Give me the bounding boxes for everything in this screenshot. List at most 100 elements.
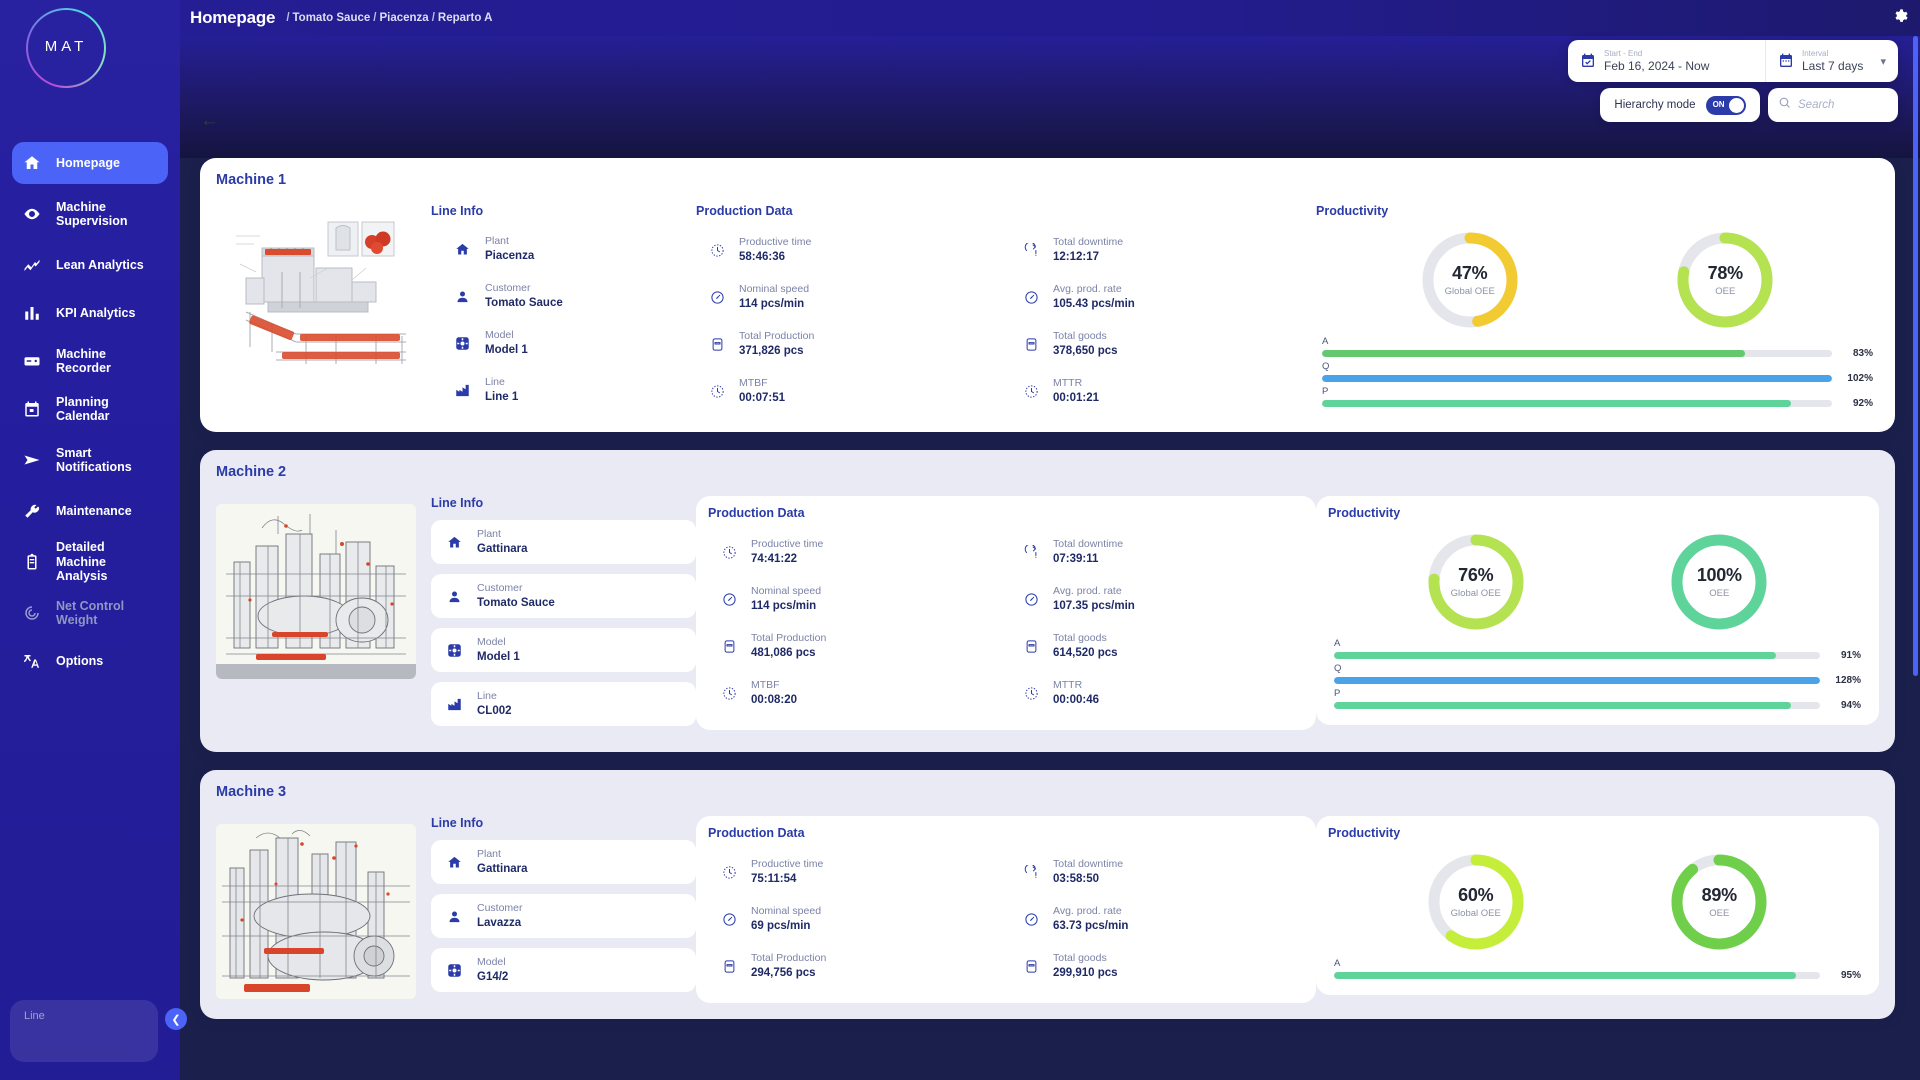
field-label: Total Production bbox=[751, 952, 827, 965]
search-input[interactable] bbox=[1798, 99, 1888, 111]
scrollbar-thumb[interactable] bbox=[1913, 36, 1918, 676]
gauge-caption: Global OEE bbox=[1444, 286, 1495, 297]
kpi-bar-fill bbox=[1334, 702, 1791, 709]
sidebar-item-lean-analytics[interactable]: Lean Analytics bbox=[12, 244, 168, 286]
sidebar-item-machine-recorder[interactable]: Machine Recorder bbox=[12, 340, 168, 382]
toggle-knob bbox=[1728, 97, 1744, 113]
kpi-bar-fill bbox=[1322, 375, 1832, 382]
calendar-check-icon bbox=[1580, 53, 1596, 69]
industrial-boiler-sketch-photo bbox=[216, 824, 416, 999]
line-selector-card[interactable]: Line bbox=[10, 1000, 158, 1062]
field-value: Gattinara bbox=[477, 542, 528, 555]
downtime-icon bbox=[1022, 864, 1040, 880]
machine-card[interactable]: Machine 1 bbox=[200, 158, 1895, 432]
clock-dotted-icon bbox=[720, 545, 738, 560]
plant-icon bbox=[445, 535, 463, 550]
brand-logo[interactable]: MAT bbox=[26, 8, 154, 88]
breadcrumb-item[interactable]: Piacenza bbox=[379, 12, 429, 24]
sidebar-item-label: Homepage bbox=[56, 155, 120, 170]
search-box[interactable] bbox=[1768, 88, 1898, 122]
interval-label: Interval bbox=[1802, 49, 1829, 58]
gauge-caption: Global OEE bbox=[1450, 908, 1501, 919]
model-icon bbox=[453, 336, 471, 351]
machine-title: Machine 1 bbox=[216, 172, 287, 188]
field-label: Total goods bbox=[1053, 330, 1107, 343]
field-value: 00:01:21 bbox=[1053, 391, 1100, 404]
clock-dotted-icon bbox=[708, 243, 726, 258]
production-data-title: Production Data bbox=[708, 506, 805, 520]
hierarchy-mode-control[interactable]: Hierarchy mode ON bbox=[1600, 88, 1760, 122]
sidebar-item-kpi-analytics[interactable]: KPI Analytics bbox=[12, 292, 168, 334]
sidebar-item-homepage[interactable]: Homepage bbox=[12, 142, 168, 184]
kpi-bar-row: Q 102% bbox=[1322, 361, 1873, 384]
field-value: 114 pcs/min bbox=[739, 297, 805, 310]
production-data-section: Production Data Productive time 58:46:36 To… bbox=[696, 194, 1316, 416]
sidebar-item-net-control-weight[interactable]: Net Control Weight bbox=[12, 592, 168, 634]
gauge-caption: OEE bbox=[1715, 286, 1736, 297]
gauge-value: 47% bbox=[1452, 263, 1488, 283]
sidebar-item-options[interactable]: Options bbox=[12, 640, 168, 682]
field-label: Nominal speed bbox=[751, 905, 822, 918]
line-selector-label: Line bbox=[24, 1010, 45, 1022]
back-button[interactable]: ← bbox=[200, 110, 222, 132]
sidebar-item-detailed-machine-analysis[interactable]: Detailed Machine Analysis bbox=[12, 538, 168, 586]
translate-icon bbox=[22, 651, 42, 671]
production-avg_prod_rate: Avg. prod. rate 105.43 pcs/min bbox=[1010, 275, 1316, 319]
model-icon bbox=[445, 643, 463, 658]
sidebar-item-machine-supervision[interactable]: Machine Supervision bbox=[12, 190, 168, 238]
field-label: Total downtime bbox=[1053, 538, 1124, 551]
production-mttr: MTTR 00:00:46 bbox=[1010, 671, 1304, 715]
breadcrumb-item[interactable]: Tomato Sauce bbox=[292, 12, 371, 24]
start-end-label: Start - End bbox=[1604, 49, 1643, 58]
production-nominal_speed: Nominal speed 69 pcs/min bbox=[708, 897, 1002, 941]
kpi-bar-value: 102% bbox=[1847, 373, 1873, 384]
page-scrollbar[interactable] bbox=[1913, 36, 1918, 1080]
production-total_goods: Total goods 614,520 pcs bbox=[1010, 624, 1304, 668]
field-label: Model bbox=[477, 956, 506, 969]
gear-icon[interactable] bbox=[1892, 8, 1912, 28]
field-value: 114 pcs/min bbox=[751, 599, 817, 612]
hierarchy-mode-toggle[interactable]: ON bbox=[1705, 95, 1746, 115]
kpi-bar-fill bbox=[1334, 677, 1820, 684]
sidebar-item-smart-notifications[interactable]: Smart Notifications bbox=[12, 436, 168, 484]
machine-card[interactable]: Machine 3 Line Info Plant Gattinara Cust bbox=[200, 770, 1895, 1019]
start-end-segment[interactable]: Start - End Feb 16, 2024 - Now bbox=[1568, 40, 1766, 82]
kpi-bar-track bbox=[1322, 350, 1832, 357]
line-info-section: Line Info Plant Piacenza Customer Tomato Sau… bbox=[431, 194, 696, 416]
breadcrumb-item[interactable]: Reparto A bbox=[437, 12, 493, 24]
plant-icon bbox=[445, 855, 463, 870]
field-value: Lavazza bbox=[477, 916, 522, 929]
start-end-value: Feb 16, 2024 - Now bbox=[1604, 58, 1710, 73]
sidebar-item-label: Detailed Machine Analysis bbox=[56, 540, 108, 584]
production-total_production: Total Production 481,086 pcs bbox=[708, 624, 1002, 668]
wrench-icon bbox=[22, 501, 42, 521]
interval-value: Last 7 days bbox=[1802, 58, 1864, 73]
kpi-bar-label: Q bbox=[1334, 663, 1342, 674]
field-label: Line bbox=[485, 376, 505, 389]
field-label: MTTR bbox=[1053, 377, 1083, 390]
speed-icon bbox=[720, 592, 738, 607]
kpi-bar-value: 92% bbox=[1852, 398, 1873, 409]
sidebar-item-planning-calendar[interactable]: Planning Calendar bbox=[12, 388, 168, 430]
chevron-down-icon[interactable]: ▾ bbox=[1880, 55, 1886, 68]
downtime-icon bbox=[1022, 242, 1040, 258]
sidebar-item-label: Options bbox=[56, 653, 104, 668]
sidebar-item-maintenance[interactable]: Maintenance bbox=[12, 490, 168, 532]
calendar-icon bbox=[22, 399, 42, 419]
productivity-section: Productivity 47% Global OEE 78% OEE A 83% Q 102%… bbox=[1316, 194, 1879, 411]
gauge-caption: OEE bbox=[1709, 908, 1730, 919]
machine-title: Machine 2 bbox=[216, 464, 287, 480]
line-info-plant: Plant Piacenza bbox=[431, 228, 696, 270]
interval-segment[interactable]: Interval Last 7 days ▾ bbox=[1766, 40, 1898, 82]
gauge-oee: 89% OEE bbox=[1669, 852, 1769, 952]
sidebar-collapse-button[interactable]: ❮ bbox=[165, 1008, 187, 1030]
field-value: Tomato Sauce bbox=[477, 596, 555, 609]
date-range-picker[interactable]: Start - End Feb 16, 2024 - Now Interval … bbox=[1568, 40, 1898, 82]
line-info-plant: Plant Gattinara bbox=[431, 520, 696, 564]
gauge-caption: OEE bbox=[1709, 588, 1730, 599]
machine-card[interactable]: Machine 2 bbox=[200, 450, 1895, 752]
clock-dotted-icon bbox=[1022, 384, 1040, 399]
line-info-customer: Customer Lavazza bbox=[431, 894, 696, 938]
field-label: Productive time bbox=[751, 858, 824, 871]
field-value: G14/2 bbox=[477, 970, 509, 983]
